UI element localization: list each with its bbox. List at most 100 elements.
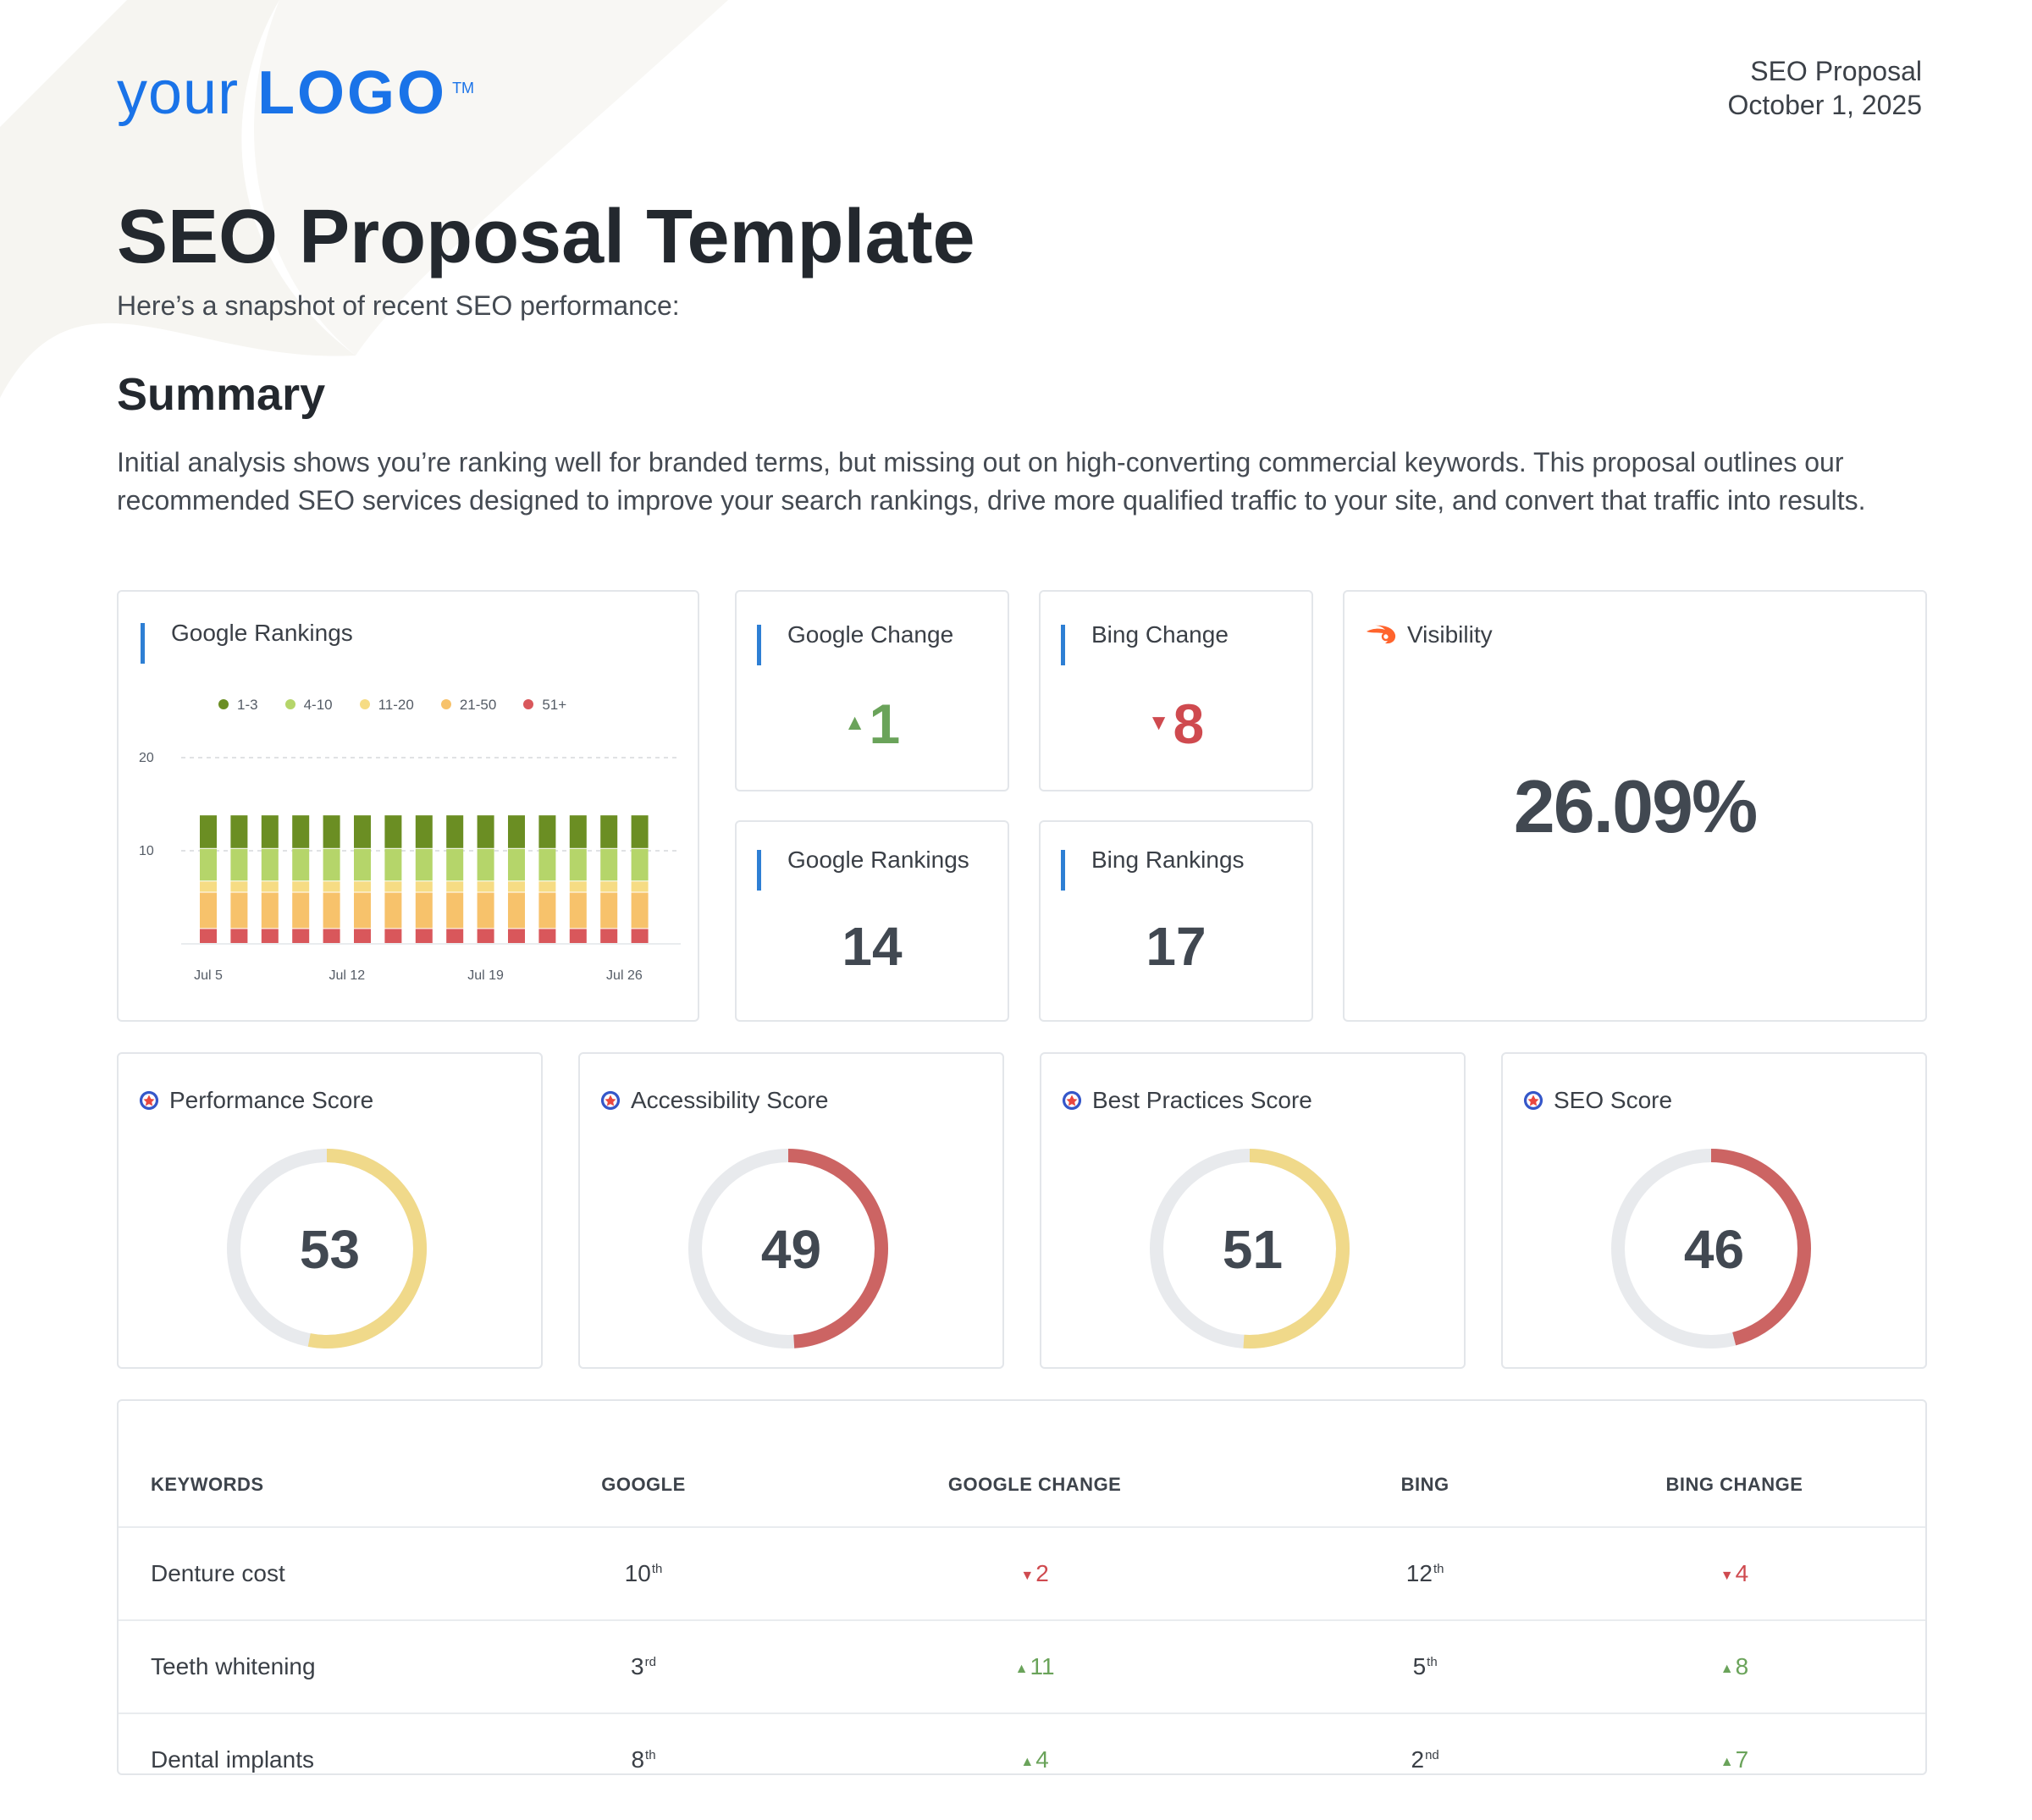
bar-segment-21-50 xyxy=(200,892,217,929)
google-rankings-card: Google Rankings 14 xyxy=(735,820,1009,1022)
bar-segment-11-20 xyxy=(569,881,587,892)
rank-value: 2 xyxy=(1411,1746,1425,1773)
bar-segment-1-3 xyxy=(200,815,217,848)
bar-segment-21-50 xyxy=(354,892,371,929)
bar-segment-4-10 xyxy=(415,848,433,881)
card-title: Best Practices Score xyxy=(1062,1086,1312,1115)
google-change-cell: ▲4 xyxy=(762,1712,1307,1773)
y-tick-label: 20 xyxy=(139,751,154,765)
bar-segment-11-20 xyxy=(200,881,217,892)
bar-chart-icon xyxy=(757,625,777,665)
table-header-row: KEYWORDS GOOGLE GOOGLE CHANGE BING BING … xyxy=(119,1401,1925,1527)
google-rankings-chart-card: Google Rankings 1-3 4-10 11-20 21-50 51+… xyxy=(117,590,699,1022)
bar-segment-21-50 xyxy=(569,892,587,929)
change-indicator: ▼2 xyxy=(1020,1560,1048,1586)
bing-change-cell: ▲7 xyxy=(1543,1712,1925,1773)
bar-segment-1-3 xyxy=(477,815,494,848)
card-title-label: SEO Score xyxy=(1554,1087,1673,1113)
y-tick-label: 10 xyxy=(139,844,154,858)
score-value: 49 xyxy=(760,1219,822,1280)
bar-segment-1-3 xyxy=(292,815,310,848)
change-indicator: ▲4 xyxy=(1020,1746,1048,1773)
bar-chart-icon xyxy=(1061,625,1081,665)
bar-segment-4-10 xyxy=(477,848,494,881)
bar-segment-4-10 xyxy=(508,848,525,881)
bar-segment-4-10 xyxy=(292,848,310,881)
arrow-up-icon: ▲ xyxy=(843,709,866,735)
bar-segment-51-plus xyxy=(354,929,371,943)
bar-segment-51-plus xyxy=(261,929,279,943)
change-number: 4 xyxy=(1035,1746,1049,1773)
legend-label: 1-3 xyxy=(237,697,258,713)
doc-label: SEO Proposal xyxy=(1750,56,1922,86)
visibility-value: 26.09% xyxy=(1513,764,1758,848)
bar-segment-4-10 xyxy=(384,848,402,881)
legend-label: 11-20 xyxy=(378,697,414,713)
bar-segment-1-3 xyxy=(446,815,464,848)
card-title-label: Accessibility Score xyxy=(631,1087,829,1113)
google-rankings-bar-chart: 10 20 Jul 5 Jul 12 Jul 19 Jul 26 xyxy=(139,751,681,983)
card-title: Bing Rankings xyxy=(1061,846,1245,891)
rank-value: 8 xyxy=(631,1746,645,1773)
bar-segment-11-20 xyxy=(230,881,248,892)
bar-segment-51-plus xyxy=(230,929,248,943)
bar-segment-1-3 xyxy=(600,815,618,848)
bar-segment-11-20 xyxy=(292,881,310,892)
bar-segment-11-20 xyxy=(415,881,433,892)
bar-segment-21-50 xyxy=(292,892,310,929)
donut-progress-arc xyxy=(227,1149,427,1348)
bar-segment-21-50 xyxy=(415,892,433,929)
bar-segment-4-10 xyxy=(261,848,279,881)
bar-segment-4-10 xyxy=(538,848,556,881)
doc-date: October 1, 2025 xyxy=(1727,90,1922,120)
change-number: 7 xyxy=(1735,1746,1749,1773)
bar-chart-icon xyxy=(1061,850,1081,891)
bar-segment-1-3 xyxy=(354,815,371,848)
chart-legend: 1-3 4-10 11-20 21-50 51+ xyxy=(218,697,566,714)
bar-segment-51-plus xyxy=(600,929,618,943)
bar-segment-4-10 xyxy=(600,848,618,881)
score-donut xyxy=(1150,1149,1350,1348)
table-row: Dental implants 8th ▲4 2nd ▲7 xyxy=(119,1712,1925,1773)
google-rank-cell: 10th xyxy=(524,1526,763,1620)
logo-main: LOGO xyxy=(257,59,448,127)
score-value: 51 xyxy=(1222,1219,1284,1280)
google-change-value: ▲1 xyxy=(737,692,1008,761)
bar-segment-21-50 xyxy=(631,892,649,929)
bar-segment-1-3 xyxy=(384,815,402,848)
google-rank-cell: 3rd xyxy=(524,1619,763,1713)
card-title-label: Visibility xyxy=(1407,621,1493,648)
bar-segment-11-20 xyxy=(323,881,340,892)
rank-suffix: th xyxy=(651,1561,663,1576)
keyword-cell: Dental implants xyxy=(119,1712,525,1773)
bing-change-cell: ▲8 xyxy=(1543,1619,1925,1713)
summary-text: Initial analysis shows you’re ranking we… xyxy=(117,447,1866,516)
keywords-table-body: Denture cost 10th ▼2 12th ▼4 Teeth whitening 3… xyxy=(119,1526,1925,1773)
card-title: Google Rankings xyxy=(141,619,353,664)
google-rankings-value: 14 xyxy=(842,916,903,977)
legend-label: 51+ xyxy=(542,697,567,713)
bar-segment-51-plus xyxy=(569,929,587,943)
document-meta: SEO Proposal October 1, 2025 xyxy=(1728,54,1922,122)
card-title: Bing Change xyxy=(1061,620,1229,665)
keyword-cell: Denture cost xyxy=(119,1526,525,1620)
bar-segment-1-3 xyxy=(415,815,433,848)
bar-segment-21-50 xyxy=(230,892,248,929)
legend-item: 4-10 xyxy=(284,697,333,714)
background-swoosh xyxy=(0,0,728,398)
bar-segment-1-3 xyxy=(631,815,649,848)
column-header-google: GOOGLE xyxy=(601,1474,686,1495)
score-donut xyxy=(1611,1149,1811,1348)
legend-item: 1-3 xyxy=(218,697,258,714)
x-tick-label: Jul 5 xyxy=(194,968,223,983)
arrow-down-icon: ▼ xyxy=(1020,1569,1035,1583)
table-row: Denture cost 10th ▼2 12th ▼4 xyxy=(119,1526,1925,1620)
bar-chart-icon xyxy=(757,850,777,891)
bar-segment-4-10 xyxy=(200,848,217,881)
bar-segment-11-20 xyxy=(631,881,649,892)
arrow-down-icon: ▼ xyxy=(1147,709,1170,735)
bing-change-value: ▼8 xyxy=(1041,692,1311,761)
bing-change-cell: ▼4 xyxy=(1543,1526,1925,1620)
bar-segment-21-50 xyxy=(508,892,525,929)
accessibility-score-card: Accessibility Score 49 xyxy=(578,1052,1004,1369)
